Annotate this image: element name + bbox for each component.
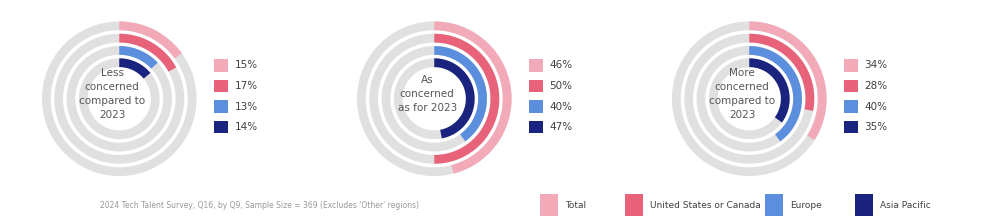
Text: Europe: Europe [790,201,822,210]
Polygon shape [697,46,802,151]
Polygon shape [709,58,790,139]
Text: 47%: 47% [549,122,572,132]
Text: 35%: 35% [864,122,887,132]
Polygon shape [434,21,512,174]
Polygon shape [119,21,182,58]
Text: Less
concerned
compared to
2023: Less concerned compared to 2023 [79,68,145,120]
FancyBboxPatch shape [214,59,228,72]
FancyBboxPatch shape [529,59,543,72]
Polygon shape [434,58,475,138]
FancyBboxPatch shape [529,100,543,113]
Text: 40%: 40% [549,102,572,112]
Text: 50%: 50% [549,81,572,91]
Text: 17%: 17% [234,81,257,91]
FancyBboxPatch shape [214,80,228,92]
Text: 34%: 34% [864,60,887,70]
Text: Asia Pacific: Asia Pacific [880,201,931,210]
Polygon shape [382,46,487,151]
Polygon shape [67,46,172,151]
Polygon shape [79,58,160,139]
Polygon shape [434,46,487,141]
Text: 15%: 15% [234,60,257,70]
Text: Total: Total [565,201,586,210]
Polygon shape [684,34,814,164]
Polygon shape [369,34,499,164]
Text: 13%: 13% [234,102,257,112]
FancyBboxPatch shape [529,80,543,92]
FancyBboxPatch shape [529,121,543,133]
Polygon shape [119,58,150,79]
Text: More
concerned
compared to
2023: More concerned compared to 2023 [709,68,775,120]
FancyBboxPatch shape [844,59,858,72]
FancyBboxPatch shape [844,100,858,113]
Text: United States or Canada: United States or Canada [650,201,761,210]
Polygon shape [357,21,512,176]
Text: 40%: 40% [864,102,887,112]
FancyBboxPatch shape [844,121,858,133]
Polygon shape [749,34,814,111]
Polygon shape [42,21,197,176]
Polygon shape [749,21,827,140]
Polygon shape [672,21,827,176]
FancyBboxPatch shape [214,121,228,133]
Polygon shape [434,34,499,164]
Text: 28%: 28% [864,81,887,91]
Text: As
concerned
as for 2023: As concerned as for 2023 [398,75,457,113]
Text: 14%: 14% [234,122,257,132]
Polygon shape [749,46,802,141]
Polygon shape [394,58,475,139]
Polygon shape [119,34,176,72]
Text: 46%: 46% [549,60,572,70]
Text: 2024 Tech Talent Survey, Q16, by Q9, Sample Size = 369 (Excludes 'Other' regions: 2024 Tech Talent Survey, Q16, by Q9, Sam… [100,201,420,210]
Polygon shape [749,58,790,122]
Polygon shape [54,34,184,164]
FancyBboxPatch shape [214,100,228,113]
FancyBboxPatch shape [844,80,858,92]
Polygon shape [119,46,158,69]
